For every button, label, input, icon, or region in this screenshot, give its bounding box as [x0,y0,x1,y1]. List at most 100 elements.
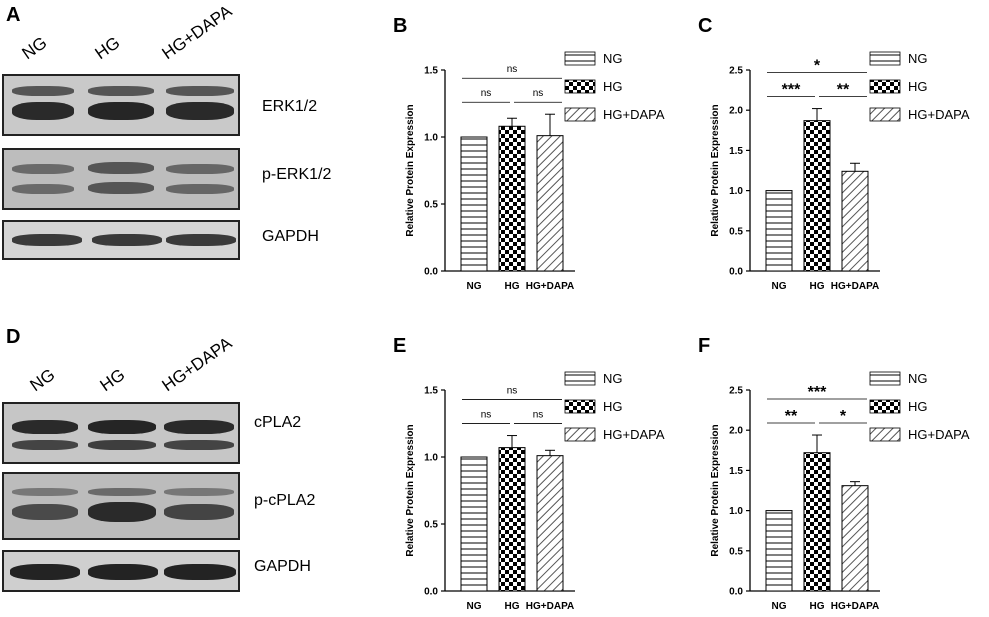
blot-label-p-erk: p-ERK1/2 [262,166,332,183]
legend-entry: HG+DAPA [603,107,665,122]
legend-entry: HG [908,79,928,94]
y-tick-label: 1.5 [729,466,743,477]
legend-entry: NG [603,371,623,386]
blot-p-erk [2,148,240,210]
legend-entry: HG [908,399,928,414]
legend-swatch [564,51,596,66]
significance-label: *** [808,384,827,401]
bar-hg [803,120,831,272]
legend-entry: NG [908,51,928,66]
blot-gapdh-d [2,550,240,592]
legend-swatch [564,79,596,94]
bar-ng [460,136,488,272]
chart-b: B 0.0 0.5 1.0 1.5 Relative Protein Expression… [393,15,665,292]
lane-label-hg-d: HG [96,364,129,396]
lane-label-ng: NG [18,32,51,64]
lane-label-ng-d: NG [26,364,59,396]
y-tick-label: 2.5 [729,386,743,397]
y-tick-label: 0.0 [729,587,743,598]
significance-label: ns [507,64,518,75]
x-tick-label: HG [505,281,520,292]
significance-label: ** [785,408,798,425]
y-tick-label: 0.5 [729,226,743,237]
x-tick-label: NG [467,281,482,292]
panel-letter-e: E [393,335,406,357]
legend-entry: NG [908,371,928,386]
legend-entry: HG [603,399,623,414]
legend-swatch [564,399,596,414]
y-tick-label: 0.5 [424,520,438,531]
y-tick-label: 1.0 [424,453,438,464]
significance-label: ns [481,88,492,99]
blot-label-erk: ERK1/2 [262,98,318,115]
x-tick-label: NG [772,281,787,292]
blot-cpla2 [2,402,240,464]
legend-swatch [564,427,596,442]
legend-entry: HG+DAPA [908,427,970,442]
panel-letter-b: B [393,15,407,37]
legend-swatch [869,399,901,414]
lane-label-hg-dapa-d: HG+DAPA [158,333,236,396]
panel-letter-d: D [6,326,21,348]
panel-letter-f: F [698,335,710,357]
significance-label: ns [481,410,492,421]
blot-label-cpla2: cPLA2 [254,414,302,431]
y-tick-label: 2.0 [729,426,743,437]
bar-hg-dapa [536,455,564,592]
legend-swatch [564,107,596,122]
legend-swatch [869,51,901,66]
chart-c: C 0.0 0.5 1.0 1.5 2.0 2.5 Relative Protein Expr… [698,15,970,292]
x-tick-label: HG+DAPA [831,281,879,292]
x-tick-label: HG+DAPA [526,601,574,612]
significance-label: * [840,408,847,425]
chart-e: E 0.0 0.5 1.0 1.5 Relative Protein Expression… [393,335,665,612]
chart-f: F 0.0 0.5 1.0 1.5 2.0 2.5 Relative Protein Expr… [698,335,970,612]
legend-swatch [869,79,901,94]
legend-swatch [869,427,901,442]
y-tick-label: 1.5 [424,386,438,397]
blot-label-gapdh-a: GAPDH [262,228,319,245]
legend-entry: HG [603,79,623,94]
blot-erk [2,74,240,136]
bar-ng [460,456,488,592]
lane-label-hg-dapa: HG+DAPA [158,1,236,64]
legend-swatch [564,371,596,386]
blot-panel-d: NG HG HG+DAPA cPLA2 p-cPLA2 GAPDH [0,300,360,600]
bar-hg-dapa [536,135,564,272]
blot-panel-a: NG HG HG+DAPA ERK1/2 p-ERK1/2 GAPDH [0,0,360,280]
x-tick-label: HG+DAPA [831,601,879,612]
y-tick-label: 0.5 [729,546,743,557]
legend-entry: HG+DAPA [603,427,665,442]
blot-label-p-cpla2: p-cPLA2 [254,492,316,509]
y-tick-label: 2.5 [729,66,743,77]
y-tick-label: 1.5 [424,66,438,77]
y-tick-label: 0.0 [424,587,438,598]
bar-ng [765,190,793,272]
bar-hg-dapa [841,170,869,272]
panel-letter-a: A [6,4,21,26]
bar-hg [498,125,526,272]
y-tick-label: 1.5 [729,146,743,157]
bar-hg [498,447,526,592]
x-tick-label: HG+DAPA [526,281,574,292]
blot-gapdh-a [2,220,240,260]
y-axis-label: Relative Protein Expression [405,424,416,556]
y-axis-label: Relative Protein Expression [710,104,721,236]
blot-label-gapdh-d: GAPDH [254,558,311,575]
bar-hg [803,452,831,592]
significance-label: ns [533,88,544,99]
y-axis-label: Relative Protein Expression [710,424,721,556]
lane-label-hg: HG [91,32,124,64]
legend-swatch [869,371,901,386]
significance-label: ns [533,410,544,421]
x-tick-label: NG [772,601,787,612]
y-tick-label: 1.0 [424,133,438,144]
y-tick-label: 0.0 [424,267,438,278]
legend-entry: NG [603,51,623,66]
significance-label: * [814,58,821,75]
blot-p-cpla2 [2,472,240,540]
significance-label: ** [837,82,850,99]
y-axis-label: Relative Protein Expression [405,104,416,236]
x-tick-label: HG [810,281,825,292]
y-tick-label: 0.0 [729,267,743,278]
